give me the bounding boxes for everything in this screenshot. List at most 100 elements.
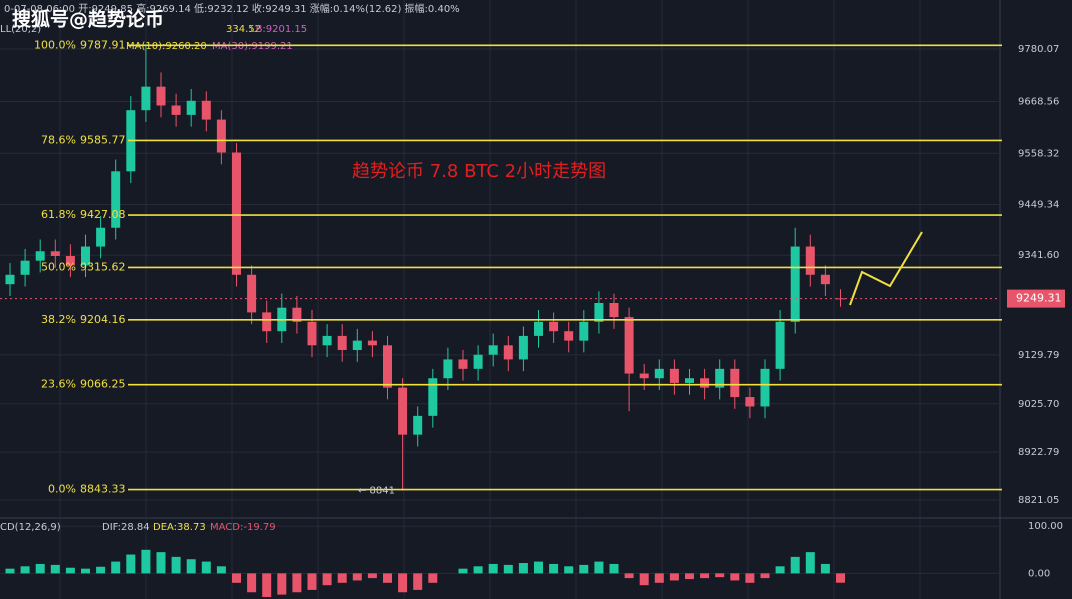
y-tick-label: 100.00 <box>1028 521 1063 532</box>
macd-bar <box>609 563 619 574</box>
candle-body <box>654 368 664 379</box>
macd-bar <box>534 561 543 574</box>
fib-level: 61.8% <box>41 208 76 221</box>
macd-bar <box>337 573 347 583</box>
macd-bar <box>488 563 498 574</box>
macd-bar <box>428 573 438 583</box>
y-tick-label: 9668.56 <box>1018 96 1059 107</box>
macd-bar <box>805 552 815 574</box>
last-price-tag <box>1007 289 1065 308</box>
candle-body <box>171 105 181 115</box>
candle-body <box>322 335 332 346</box>
marks <box>5 45 845 597</box>
macd-bar <box>413 573 423 590</box>
macd-bar <box>836 573 845 583</box>
candle-body <box>247 274 257 313</box>
fib-value: 9066.25 <box>80 378 126 391</box>
macd-bar <box>277 573 287 595</box>
macd-bar <box>81 568 90 574</box>
y-tick-label: 0.00 <box>1028 568 1050 579</box>
candle-body <box>81 246 90 266</box>
candle-body <box>730 368 740 398</box>
fib-value: 9427.08 <box>80 208 126 221</box>
macd-bar <box>715 573 725 578</box>
indicator-value: LB:9201.15 <box>250 24 307 35</box>
macd-bar <box>232 573 241 583</box>
macd-dif: DIF:28.84 <box>102 522 150 533</box>
candle-body <box>715 368 725 388</box>
macd-bar <box>579 564 589 574</box>
macd-bar <box>186 559 196 574</box>
candle-body <box>337 335 347 351</box>
macd-bar <box>156 552 166 574</box>
candle-body <box>820 274 830 285</box>
fib-level: 78.6% <box>41 133 76 146</box>
low-marker: ← 8841 <box>358 486 395 497</box>
macd-bar <box>669 573 679 581</box>
y-tick-label: 9129.79 <box>1018 350 1059 361</box>
candle-body <box>141 86 151 111</box>
macd-bar <box>111 561 121 574</box>
candle-body <box>262 312 272 332</box>
macd-bar <box>65 567 75 574</box>
macd-dea: DEA:38.73 <box>153 522 206 533</box>
macd-bar <box>745 573 755 583</box>
macd-bar <box>126 554 136 574</box>
candle-body <box>503 345 513 360</box>
macd-bar <box>639 573 649 586</box>
indicator-value: MA(30):9199.21 <box>212 41 293 52</box>
fib-value: 9204.16 <box>80 313 126 326</box>
candle-body <box>624 317 634 374</box>
candle-body <box>760 368 770 407</box>
macd-bar <box>292 573 302 593</box>
candle-body <box>443 359 453 379</box>
candle-body <box>669 368 679 383</box>
macd-bar <box>473 566 483 574</box>
macd-bar <box>20 566 30 574</box>
y-tick-label: 9025.70 <box>1018 399 1059 410</box>
macd-bar <box>790 556 800 574</box>
candle-body <box>700 378 710 388</box>
candle-body <box>473 354 483 369</box>
macd-bar <box>685 573 694 580</box>
candle-body <box>428 378 438 416</box>
candle-body <box>594 302 604 322</box>
macd-bar <box>594 561 604 574</box>
y-tick-label: 8821.05 <box>1018 495 1059 506</box>
fib-value: 9787.91 <box>80 38 126 51</box>
fib-value: 9585.77 <box>80 133 126 146</box>
macd-bar <box>352 573 362 581</box>
candle-body <box>488 345 498 355</box>
fib-value: 8843.33 <box>80 483 126 496</box>
candle-body <box>383 345 392 388</box>
fib-level: 23.6% <box>41 378 76 391</box>
grid <box>0 0 1000 599</box>
macd-bar <box>518 563 528 574</box>
candle-body <box>549 321 559 332</box>
macd-bar <box>35 563 45 574</box>
macd-bar <box>141 549 151 574</box>
macd-bar <box>654 573 664 583</box>
candle-body <box>292 307 302 322</box>
candle-body <box>609 302 619 318</box>
macd-bar <box>730 573 740 581</box>
candle-body <box>775 321 785 369</box>
candle-body <box>685 378 694 383</box>
macd-bar <box>820 563 830 574</box>
fib-level: 0.0% <box>48 483 76 496</box>
macd-title: CD(12,26,9) <box>0 522 61 533</box>
fib-level: 100.0% <box>34 38 76 51</box>
candle-body <box>201 100 211 120</box>
macd-bar <box>307 573 317 590</box>
candle-body <box>65 255 75 266</box>
macd-bar <box>201 561 211 574</box>
candle-body <box>534 321 543 336</box>
macd-bar <box>383 573 392 583</box>
watermark: 搜狐号@趋势论币 <box>12 8 164 31</box>
indicator-value: 334.52 <box>226 24 261 35</box>
macd-value: MACD:-19.79 <box>210 522 276 533</box>
candle-body <box>186 100 196 115</box>
candle-body <box>367 340 377 346</box>
